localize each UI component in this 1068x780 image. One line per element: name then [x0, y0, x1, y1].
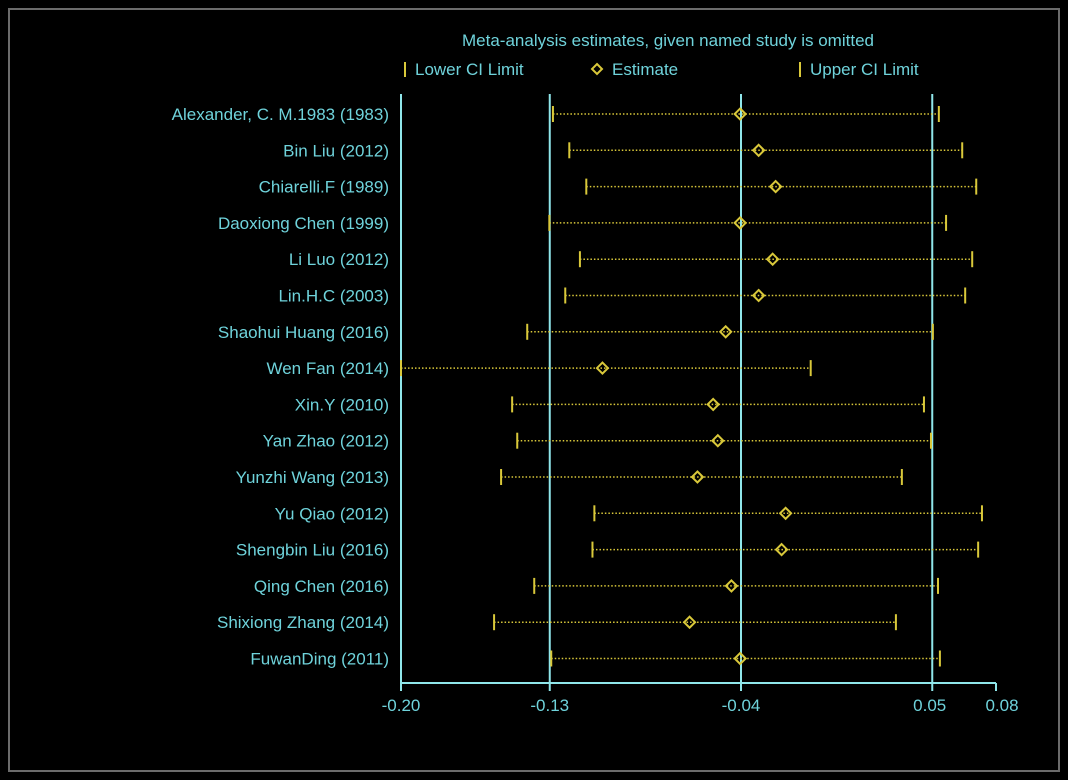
study-row: Xin.Y (2010) — [295, 395, 925, 414]
estimate-marker — [690, 470, 705, 484]
legend-label-2: Upper CI Limit — [810, 60, 919, 79]
study-row: Shixiong Zhang (2014) — [217, 613, 897, 632]
estimate-marker — [768, 179, 783, 194]
x-axis: -0.20 -0.13 -0.04 0.05 0.08 — [382, 682, 1019, 715]
x-tick-label: -0.04 — [722, 696, 761, 715]
study-label: Li Luo (2012) — [289, 250, 389, 269]
estimate-marker — [751, 143, 766, 158]
estimate-marker — [718, 324, 733, 339]
estimate-marker — [724, 578, 739, 593]
study-label: Shengbin Liu (2016) — [236, 541, 389, 560]
study-label: Daoxiong Chen (1999) — [218, 214, 389, 233]
study-label: Chiarelli.F (1989) — [259, 178, 389, 197]
estimate-marker — [778, 506, 793, 521]
reference-lines — [400, 94, 934, 683]
legend-label-1: Estimate — [612, 60, 678, 79]
estimate-marker — [774, 542, 789, 557]
study-label: Qing Chen (2016) — [254, 577, 389, 596]
x-tick-label: -0.20 — [382, 696, 421, 715]
estimate-marker — [733, 651, 748, 666]
legend-label-0: Lower CI Limit — [415, 60, 524, 79]
study-row: Daoxiong Chen (1999) — [218, 214, 948, 233]
study-label: Lin.H.C (2003) — [278, 287, 389, 306]
study-row: FuwanDing (2011) — [250, 650, 941, 669]
study-label: Shixiong Zhang (2014) — [217, 613, 389, 632]
x-tick-label: 0.08 — [985, 696, 1018, 715]
estimate-marker — [733, 107, 748, 121]
study-row: Li Luo (2012) — [289, 250, 974, 269]
study-row: Chiarelli.F (1989) — [259, 178, 978, 197]
estimate-marker — [710, 433, 725, 448]
study-rows: Alexander, C. M.1983 (1983) Bin Liu (2012… — [172, 105, 983, 669]
estimate-marker — [682, 615, 697, 630]
x-tick-label: -0.13 — [530, 696, 569, 715]
chart-title: Meta-analysis estimates, given named stu… — [462, 31, 874, 50]
study-label: Wen Fan (2014) — [266, 359, 389, 378]
study-label: Yu Qiao (2012) — [275, 504, 389, 523]
study-label: Yan Zhao (2012) — [263, 432, 389, 451]
study-label: Yunzhi Wang (2013) — [236, 468, 389, 487]
study-row: Alexander, C. M.1983 (1983) — [172, 105, 940, 124]
study-row: Yu Qiao (2012) — [275, 504, 983, 523]
study-row: Bin Liu (2012) — [283, 141, 964, 160]
study-label: FuwanDing (2011) — [250, 650, 389, 669]
estimate-marker — [765, 252, 780, 267]
estimate-marker — [595, 361, 610, 376]
study-label: Alexander, C. M.1983 (1983) — [172, 105, 389, 124]
legend-estimate-marker — [590, 62, 604, 76]
estimate-marker — [706, 397, 721, 412]
x-tick-label: 0.05 — [913, 696, 946, 715]
study-row: Shaohui Huang (2016) — [218, 323, 934, 342]
study-label: Bin Liu (2012) — [283, 141, 389, 160]
study-label: Shaohui Huang (2016) — [218, 323, 389, 342]
estimate-marker — [751, 288, 766, 303]
study-label: Xin.Y (2010) — [295, 395, 389, 414]
legend: Lower CI Limit Estimate Upper CI Limit — [404, 60, 919, 79]
plot-frame — [8, 8, 1060, 772]
study-row: Lin.H.C (2003) — [278, 287, 967, 306]
study-row: Qing Chen (2016) — [254, 577, 939, 596]
study-row: Wen Fan (2014) — [266, 359, 812, 378]
estimate-marker — [733, 215, 748, 230]
study-row: Shengbin Liu (2016) — [236, 541, 980, 560]
study-row: Yunzhi Wang (2013) — [236, 468, 903, 487]
study-row: Yan Zhao (2012) — [263, 432, 932, 451]
